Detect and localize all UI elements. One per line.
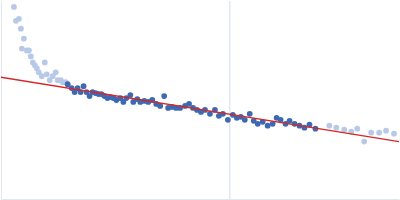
- point: [326, 123, 332, 129]
- point: [39, 73, 45, 79]
- point: [16, 16, 22, 22]
- point: [21, 36, 27, 42]
- x-axis: [2, 199, 400, 200]
- point: [354, 126, 360, 132]
- point: [11, 4, 17, 10]
- point-series: [65, 81, 319, 131]
- point: [81, 83, 87, 89]
- point: [333, 125, 339, 131]
- point-series: [11, 4, 397, 144]
- chart: [0, 0, 400, 200]
- point: [287, 118, 293, 124]
- point: [242, 117, 248, 123]
- point: [18, 26, 24, 32]
- point: [225, 117, 231, 123]
- point: [368, 130, 374, 136]
- point: [161, 93, 167, 99]
- point: [376, 130, 382, 136]
- point: [26, 48, 32, 54]
- plot-area: [1, 1, 399, 199]
- point: [127, 92, 133, 98]
- fit-line: [1, 77, 399, 141]
- point: [53, 69, 59, 75]
- point: [28, 54, 34, 60]
- guide-line: [229, 1, 230, 199]
- point: [19, 46, 25, 52]
- point: [383, 128, 389, 134]
- x-axis-line: [2, 199, 400, 200]
- y-axis-line: [1, 2, 2, 200]
- point: [255, 121, 261, 127]
- point: [391, 131, 397, 137]
- point: [42, 60, 48, 66]
- y-axis: [1, 2, 2, 200]
- point: [247, 111, 253, 117]
- point: [341, 127, 347, 133]
- point: [361, 139, 367, 145]
- point: [265, 123, 271, 129]
- point: [44, 71, 50, 77]
